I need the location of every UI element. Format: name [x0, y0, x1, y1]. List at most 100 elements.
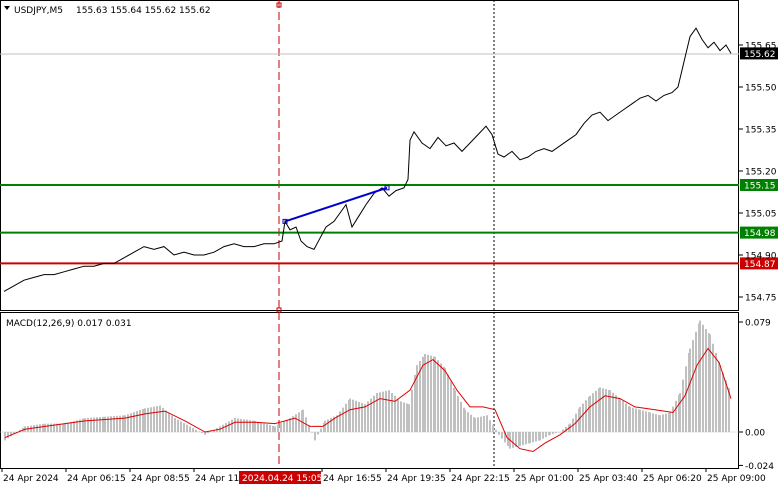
macd-bar [444, 367, 446, 432]
macd-bar [424, 354, 426, 432]
macd-bar [529, 432, 531, 444]
macd-bar [430, 355, 432, 432]
price-panel-frame [0, 0, 739, 311]
macd-bar [447, 374, 449, 432]
macd-bar [480, 416, 482, 432]
macd-bar [13, 432, 15, 435]
macd-bar [565, 426, 567, 432]
macd-bar [559, 432, 561, 433]
trend-line[interactable] [284, 186, 388, 223]
macd-bar [225, 423, 227, 432]
macd-bar [207, 432, 209, 434]
macd-bar [702, 324, 704, 432]
macd-bar [349, 398, 351, 432]
macd-bar [171, 415, 173, 432]
macd-bar [186, 424, 188, 432]
macd-signal-line [4, 347, 732, 453]
macd-bar [260, 422, 262, 432]
macd-bar [50, 423, 52, 432]
macd-bar [324, 420, 326, 432]
macd-bar [314, 432, 316, 441]
macd-bar [82, 418, 84, 432]
dropdown-triangle-icon[interactable] [4, 6, 10, 10]
macd-bar [364, 404, 366, 432]
macd-bar [355, 400, 357, 432]
macd-bar [195, 429, 197, 432]
macd-bar [649, 412, 651, 432]
macd-bar [525, 432, 527, 445]
macd-bar [467, 412, 469, 432]
macd-bar [76, 420, 78, 432]
macd-bar [127, 414, 129, 432]
macd-bar [298, 412, 300, 432]
vline-mid-handle[interactable] [276, 307, 282, 313]
macd-bar [165, 410, 167, 432]
macd-bar [180, 421, 182, 432]
macd-bar [672, 406, 674, 432]
macd-bar [330, 418, 332, 432]
macd-bar [339, 411, 341, 432]
macd-bar [174, 418, 176, 432]
price-tick-label: 154.75 [745, 294, 777, 304]
macd-bar [682, 379, 684, 432]
price-line [3, 27, 732, 292]
macd-bar [201, 432, 203, 434]
macd-bar [39, 424, 41, 432]
symbol-label: USDJPY,M5 [14, 6, 63, 16]
macd-bar [156, 406, 158, 432]
macd-bar [519, 432, 521, 446]
macd-bar [286, 419, 288, 432]
macd-bar [42, 423, 44, 432]
macd-bar [470, 414, 472, 432]
macd-bar [662, 414, 664, 432]
macd-bar [269, 425, 271, 432]
macd-bar [440, 363, 442, 432]
current-price-label: 155.62 [744, 50, 776, 60]
macd-bar [532, 432, 534, 443]
macd-bar [10, 432, 12, 437]
macd-bar [655, 414, 657, 432]
macd-bar [311, 432, 313, 433]
macd-label: MACD(12,26,9) 0.017 0.031 [6, 319, 132, 329]
macd-bar [382, 391, 384, 432]
macd-bar [56, 423, 58, 432]
macd-bar [327, 419, 329, 432]
macd-bar [280, 423, 282, 432]
macd-tick-label: -0.024 [745, 462, 774, 472]
macd-bar [422, 356, 424, 432]
macd-bar [592, 393, 594, 432]
time-tick-label: 25 Apr 03:40 [579, 474, 638, 484]
macd-bar [231, 419, 233, 432]
macd-bar [669, 412, 671, 432]
macd-bar [302, 409, 304, 432]
macd-bar [96, 417, 98, 432]
macd-bar [136, 411, 138, 432]
time-tick-label: 25 Apr 06:20 [643, 474, 702, 484]
macd-bar [204, 432, 206, 435]
vline-top-handle[interactable] [276, 2, 282, 8]
time-tick-label: 24 Apr 2024 [3, 474, 59, 484]
macd-bar [582, 403, 584, 432]
macd-bar [44, 423, 46, 432]
macd-bar [552, 432, 554, 434]
macd-bar [7, 432, 9, 439]
trend-line-handle-2[interactable] [384, 185, 390, 191]
macd-bar [53, 423, 55, 432]
macd-bar [79, 419, 81, 432]
macd-bar [210, 431, 212, 432]
trend-line-handle-1[interactable] [282, 218, 288, 224]
macd-bar [535, 432, 537, 442]
macd-tick-label: 0.00 [745, 429, 765, 439]
macd-bar [308, 425, 310, 432]
macd-bar [629, 406, 631, 432]
macd-bar [277, 424, 279, 432]
macd-bar [234, 418, 236, 432]
time-tick-label: 25 Apr 01:00 [515, 474, 574, 484]
macd-bar [159, 405, 161, 432]
macd-bar [379, 392, 381, 432]
red-level-tag [740, 257, 778, 270]
macd-bar [59, 423, 61, 432]
highlighted-time-label: 2024.04.24 15:05 [242, 474, 322, 484]
macd-bar [150, 407, 152, 432]
